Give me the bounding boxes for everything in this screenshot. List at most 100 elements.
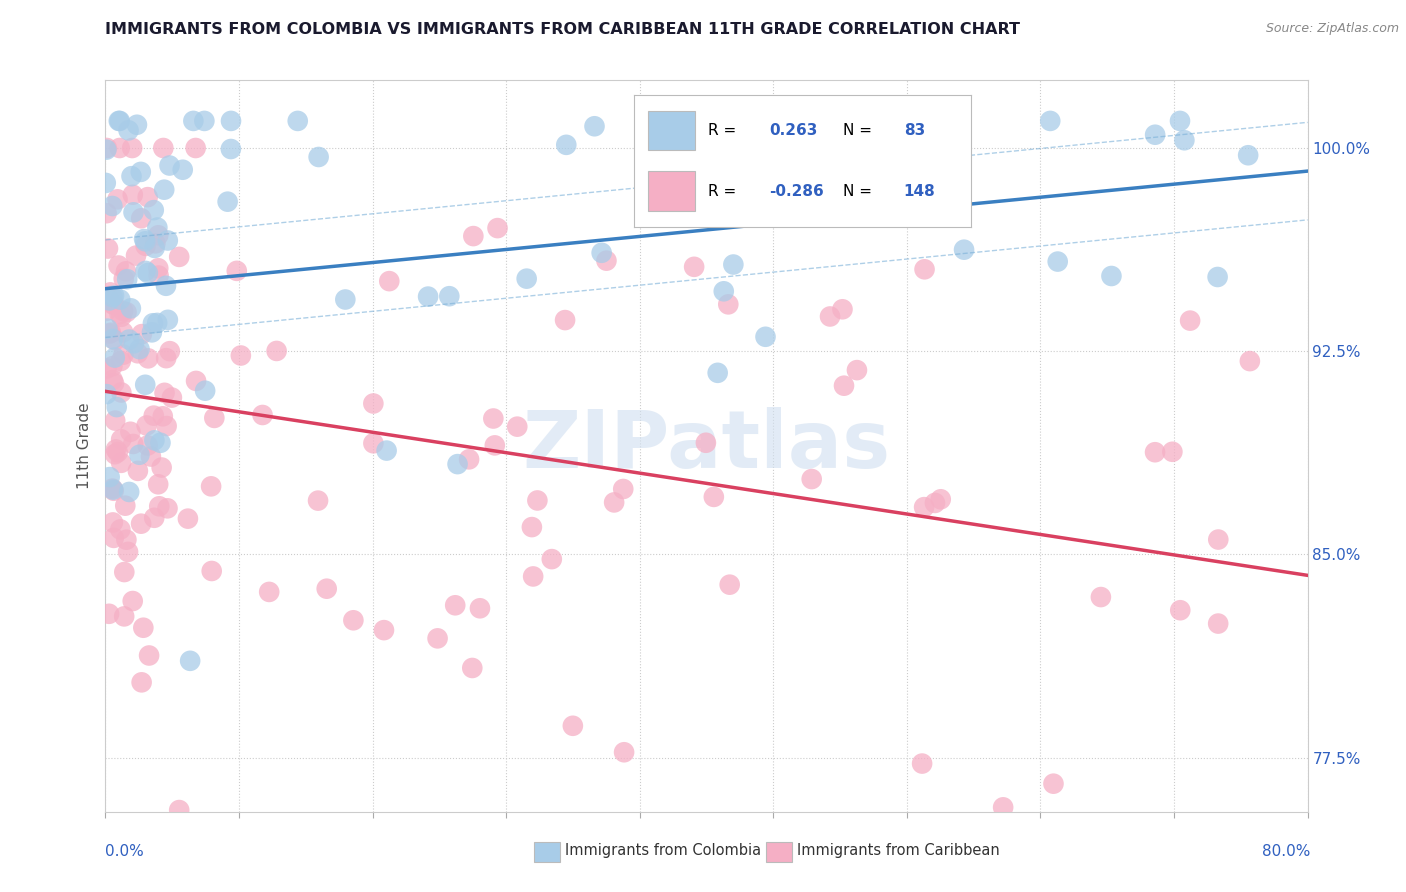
Point bbox=[96, 206, 118, 220]
Point bbox=[118, 485, 141, 500]
Point bbox=[122, 437, 145, 451]
Point bbox=[486, 221, 509, 235]
Point bbox=[125, 249, 148, 263]
Point bbox=[143, 510, 166, 524]
Point bbox=[1168, 114, 1191, 128]
Point bbox=[146, 220, 169, 235]
Point bbox=[96, 141, 118, 155]
Point bbox=[416, 290, 439, 304]
Point bbox=[98, 607, 121, 621]
Point bbox=[129, 165, 152, 179]
Point bbox=[117, 545, 139, 559]
Point bbox=[110, 385, 132, 400]
Point bbox=[591, 245, 613, 260]
Point bbox=[108, 307, 131, 321]
Point bbox=[145, 236, 167, 251]
Text: 0.0%: 0.0% bbox=[105, 845, 145, 859]
Point bbox=[225, 264, 247, 278]
Point bbox=[107, 192, 129, 206]
Point bbox=[127, 464, 149, 478]
Point bbox=[526, 493, 548, 508]
Point bbox=[142, 316, 165, 330]
Point bbox=[105, 400, 128, 414]
Point bbox=[554, 313, 576, 327]
Point bbox=[991, 800, 1014, 814]
Point bbox=[143, 434, 166, 448]
Point bbox=[484, 438, 506, 452]
Point bbox=[150, 460, 173, 475]
Point bbox=[107, 445, 129, 459]
Point bbox=[555, 137, 578, 152]
Point bbox=[110, 433, 132, 447]
Point bbox=[219, 142, 242, 156]
Point bbox=[104, 414, 127, 428]
Point bbox=[125, 118, 148, 132]
Point bbox=[683, 260, 706, 274]
Point bbox=[94, 304, 117, 318]
Point bbox=[148, 477, 170, 491]
Point bbox=[121, 187, 143, 202]
Point bbox=[845, 363, 868, 377]
Point bbox=[520, 520, 543, 534]
Point bbox=[156, 419, 179, 434]
Point bbox=[516, 271, 538, 285]
Point bbox=[131, 327, 153, 342]
Point bbox=[912, 500, 935, 515]
Point bbox=[156, 313, 179, 327]
Point bbox=[1101, 268, 1123, 283]
Point bbox=[342, 613, 364, 627]
Point bbox=[148, 500, 170, 514]
Text: Immigrants from Colombia: Immigrants from Colombia bbox=[565, 843, 761, 857]
Point bbox=[101, 373, 124, 387]
Point bbox=[103, 483, 125, 498]
Text: 80.0%: 80.0% bbox=[1263, 845, 1310, 859]
Point bbox=[156, 501, 179, 516]
Point bbox=[101, 290, 124, 304]
Point bbox=[713, 141, 735, 155]
Point bbox=[1042, 777, 1064, 791]
Point bbox=[914, 262, 936, 277]
Point bbox=[307, 493, 329, 508]
Point bbox=[426, 632, 449, 646]
Point bbox=[138, 648, 160, 663]
Point bbox=[458, 452, 481, 467]
Point bbox=[1173, 133, 1195, 147]
Point bbox=[1239, 354, 1261, 368]
Point bbox=[561, 719, 583, 733]
Point bbox=[375, 443, 398, 458]
Point bbox=[152, 409, 174, 424]
Point bbox=[146, 316, 169, 330]
Point bbox=[96, 387, 118, 401]
Point bbox=[121, 169, 143, 184]
Point bbox=[193, 114, 215, 128]
Point bbox=[108, 114, 131, 128]
Point bbox=[159, 159, 181, 173]
Point bbox=[723, 258, 745, 272]
Point bbox=[703, 490, 725, 504]
Point bbox=[101, 199, 124, 213]
Point bbox=[444, 599, 467, 613]
Point bbox=[800, 472, 823, 486]
Point bbox=[104, 351, 127, 365]
Point bbox=[132, 232, 155, 246]
Point bbox=[110, 354, 132, 368]
Point bbox=[96, 143, 118, 157]
Point bbox=[136, 438, 159, 452]
Point bbox=[194, 384, 217, 398]
Text: IMMIGRANTS FROM COLOMBIA VS IMMIGRANTS FROM CARIBBEAN 11TH GRADE CORRELATION CHA: IMMIGRANTS FROM COLOMBIA VS IMMIGRANTS F… bbox=[105, 22, 1021, 37]
Point bbox=[110, 456, 132, 470]
Point bbox=[1144, 445, 1167, 459]
Point bbox=[167, 803, 190, 817]
Point bbox=[108, 141, 131, 155]
Point bbox=[252, 408, 274, 422]
Point bbox=[149, 435, 172, 450]
Point bbox=[463, 229, 485, 244]
Point bbox=[134, 377, 156, 392]
Point bbox=[217, 194, 239, 209]
Point bbox=[112, 565, 135, 579]
Point bbox=[308, 150, 330, 164]
Point bbox=[103, 376, 125, 391]
Point bbox=[132, 621, 155, 635]
Point bbox=[793, 114, 815, 128]
Point bbox=[107, 114, 129, 128]
